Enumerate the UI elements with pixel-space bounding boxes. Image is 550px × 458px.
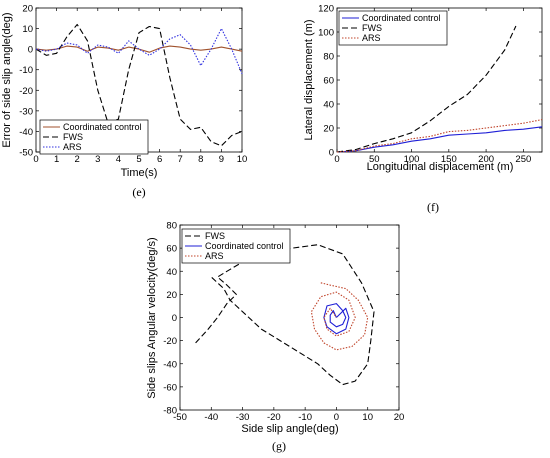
x-tick-label: 0 (334, 412, 339, 423)
series-line-ars (35, 28, 243, 75)
x-tick-label: -30 (236, 412, 250, 423)
y-tick-label: -20 (19, 86, 33, 97)
x-tick-label: 1 (54, 154, 59, 165)
x-tick-label: 0 (33, 154, 38, 165)
x-tick-label: 6 (157, 154, 162, 165)
y-tick-label: 20 (166, 290, 177, 301)
y-tick-label: -60 (163, 382, 177, 393)
series-line-ars (310, 282, 369, 351)
x-tick-label: 3 (95, 154, 100, 165)
x-axis-label-e: Time(s) (121, 167, 158, 179)
y-tick-label: 40 (166, 267, 177, 278)
legend-entry: Coordinated control (205, 241, 284, 251)
series-line-fws (195, 244, 375, 386)
y-tick-label: 0 (28, 45, 33, 56)
legend-entry: Coordinated control (362, 13, 441, 23)
y-tick-label: 80 (166, 221, 177, 232)
y-tick-label: 20 (22, 4, 33, 15)
x-tick-label: -40 (204, 412, 218, 423)
y-tick-label: -20 (163, 336, 177, 347)
legend-entry: FWS (205, 231, 225, 241)
y-tick-label: 20 (323, 124, 334, 135)
x-axis-label-f: Longitudinal displacement (m) (367, 161, 514, 173)
legend-entry: ARS (205, 251, 224, 261)
y-tick-label: 120 (318, 4, 334, 15)
y-tick-label: 0 (172, 313, 177, 324)
y-tick-label: -40 (19, 127, 33, 138)
y-tick-label: 40 (323, 100, 334, 111)
x-tick-label: -10 (298, 412, 312, 423)
x-tick-label: 9 (219, 154, 224, 165)
x-tick-label: -20 (267, 412, 281, 423)
y-axis-label-f: Lateral displacement (m) (303, 19, 315, 140)
y-tick-label: 10 (22, 24, 33, 35)
series-line-coordinated-control (323, 303, 350, 335)
x-tick-label: 4 (116, 154, 121, 165)
x-tick-label: 5 (136, 154, 141, 165)
caption-e: (e) (132, 185, 145, 199)
legend-entry: FWS (362, 23, 382, 33)
legend-entry: ARS (63, 142, 82, 152)
chart-e: 0 1 2 3 4 5 6 7 8 9 10 -50 -40 -30 -20 -10 0 10 20 Time(s)… (1, 4, 247, 200)
x-tick-label: 20 (394, 412, 405, 423)
legend-entry: ARS (362, 33, 381, 43)
y-tick-label: -80 (163, 406, 177, 417)
caption-f: (f) (427, 200, 439, 214)
y-tick-label: 60 (323, 76, 334, 87)
series-line-coordinated-control (336, 126, 543, 153)
y-tick-label: -40 (163, 359, 177, 370)
y-axis-label-g: Side slips Angular velocity(deg/s) (146, 237, 158, 398)
y-axis-label-e: Error of side slip angle(deg) (1, 12, 13, 147)
x-tick-label: -50 (173, 412, 187, 423)
x-tick-label: 100 (404, 154, 420, 165)
series-line-coordinated-control (35, 45, 243, 53)
x-tick-label: 150 (441, 154, 457, 165)
y-tick-label: 0 (329, 148, 334, 159)
x-tick-label: 7 (178, 154, 183, 165)
x-tick-label: 10 (362, 412, 373, 423)
legend-entry: Coordinated control (63, 122, 142, 132)
chart-g: -50 -40 -30 -20 -10 0 10 20 -80 -60 -40 -20 0 20 40 60 8… (146, 221, 404, 454)
x-tick-label: 250 (515, 154, 531, 165)
y-tick-label: -10 (19, 65, 33, 76)
series-line-fws (336, 25, 517, 153)
y-tick-label: -50 (19, 148, 33, 159)
x-tick-label: 200 (478, 154, 494, 165)
series-line-ars (336, 119, 543, 153)
y-tick-label: 80 (323, 52, 334, 63)
x-axis-label-g: Side slip angle(deg) (241, 423, 338, 435)
x-tick-label: 0 (334, 154, 339, 165)
chart-f: 0 50 100 150 200 250 0 20 40 60 80 100 120 Longitudi… (303, 4, 543, 214)
y-tick-label: 60 (166, 244, 177, 255)
legend-entry: FWS (63, 132, 83, 142)
caption-g: (g) (272, 439, 286, 453)
y-tick-label: 100 (318, 28, 334, 39)
series-line-fws (35, 23, 243, 147)
x-tick-label: 50 (369, 154, 380, 165)
x-tick-label: 8 (198, 154, 203, 165)
x-tick-label: 10 (237, 154, 248, 165)
x-tick-label: 2 (75, 154, 80, 165)
y-tick-label: -30 (19, 106, 33, 117)
